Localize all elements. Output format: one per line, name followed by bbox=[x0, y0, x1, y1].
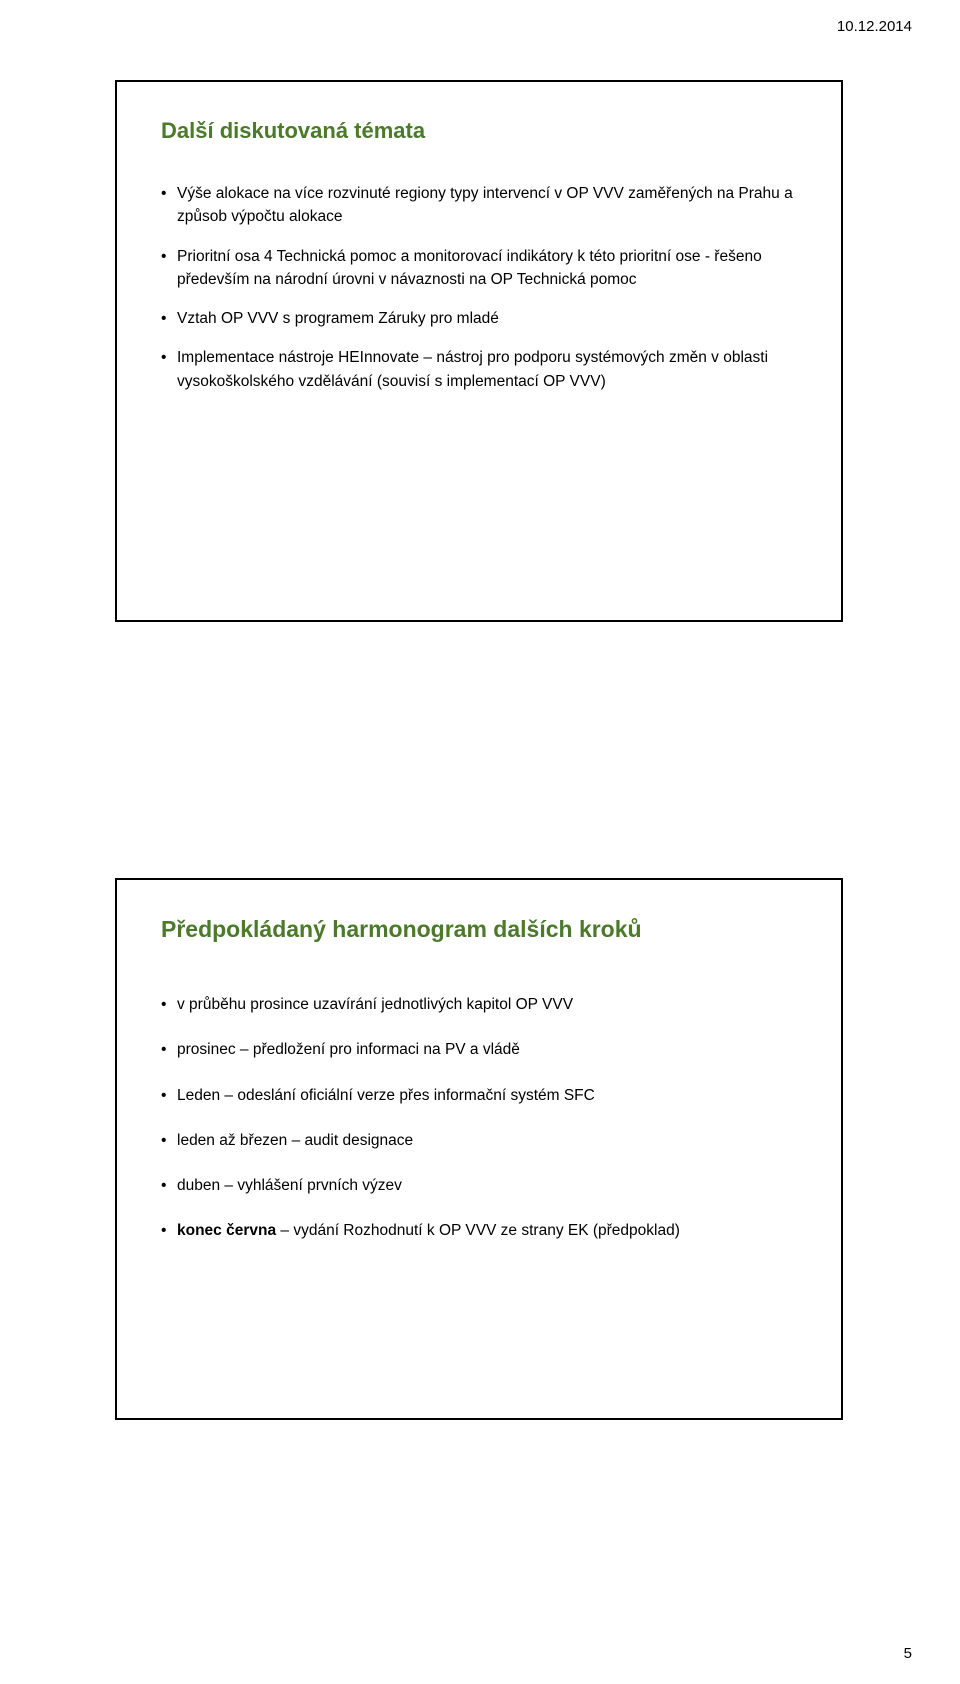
slide-1: Další diskutovaná témata Výše alokace na… bbox=[115, 80, 843, 622]
list-item: Prioritní osa 4 Technická pomoc a monito… bbox=[161, 245, 797, 292]
list-item: konec června – vydání Rozhodnutí k OP VV… bbox=[161, 1219, 797, 1242]
slide-2-bullets: v průběhu prosince uzavírání jednotlivýc… bbox=[161, 993, 797, 1243]
bullet-rest: – vydání Rozhodnutí k OP VVV ze strany E… bbox=[276, 1222, 680, 1239]
list-item: Leden – odeslání oficiální verze přes in… bbox=[161, 1084, 797, 1107]
slide-2: Předpokládaný harmonogram dalších kroků … bbox=[115, 878, 843, 1420]
list-item: duben – vyhlášení prvních výzev bbox=[161, 1174, 797, 1197]
list-item: Vztah OP VVV s programem Záruky pro mlad… bbox=[161, 307, 797, 330]
list-item: Výše alokace na více rozvinuté regiony t… bbox=[161, 182, 797, 229]
slide-1-title: Další diskutovaná témata bbox=[161, 118, 797, 144]
page-number: 5 bbox=[904, 1645, 912, 1662]
bullet-bold-prefix: konec června bbox=[177, 1222, 276, 1239]
list-item: v průběhu prosince uzavírání jednotlivýc… bbox=[161, 993, 797, 1016]
page-date: 10.12.2014 bbox=[837, 18, 912, 35]
slide-1-bullets: Výše alokace na více rozvinuté regiony t… bbox=[161, 182, 797, 393]
list-item: leden až březen – audit designace bbox=[161, 1129, 797, 1152]
list-item: prosinec – předložení pro informaci na P… bbox=[161, 1038, 797, 1061]
slide-2-title: Předpokládaný harmonogram dalších kroků bbox=[161, 916, 797, 943]
list-item: Implementace nástroje HEInnovate – nástr… bbox=[161, 346, 797, 393]
